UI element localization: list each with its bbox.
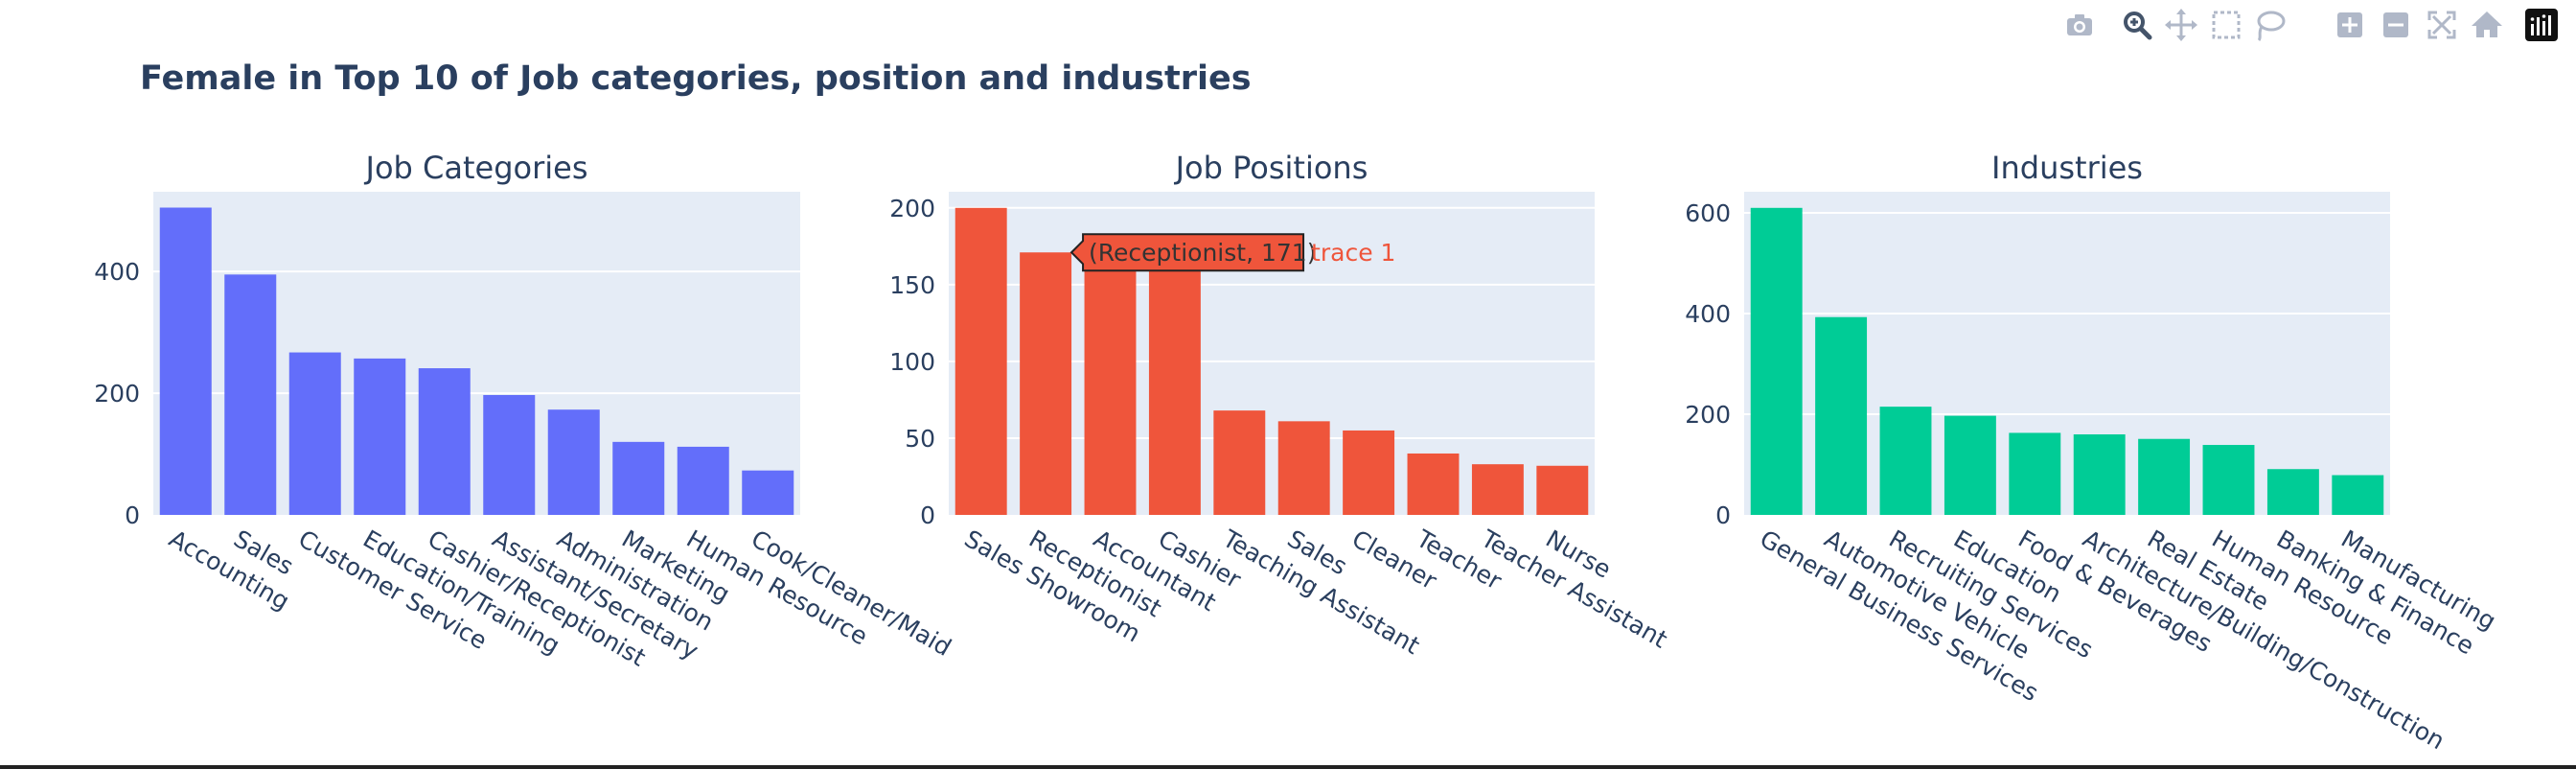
bar[interactable] (354, 358, 406, 515)
zoom-in-icon[interactable] (2331, 6, 2369, 44)
bar[interactable] (1084, 253, 1137, 515)
bar[interactable] (1815, 316, 1868, 515)
y-tick-label: 0 (125, 501, 140, 529)
lasso-select-icon[interactable] (2250, 6, 2288, 44)
autoscale-icon[interactable] (2423, 6, 2461, 44)
bar[interactable] (547, 409, 600, 515)
bar[interactable] (612, 441, 665, 515)
y-tick-label: 0 (1715, 501, 1731, 529)
box-select-icon[interactable] (2207, 6, 2245, 44)
y-tick-label: 400 (94, 258, 140, 286)
bar[interactable] (224, 274, 277, 515)
y-tick-label: 200 (889, 195, 935, 222)
bar[interactable] (2009, 432, 2061, 515)
bar[interactable] (2266, 469, 2319, 515)
chart-title: Female in Top 10 of Job categories, posi… (140, 59, 1252, 98)
y-tick-label: 0 (920, 501, 935, 529)
bar[interactable] (954, 207, 1007, 515)
bar[interactable] (1213, 410, 1266, 515)
zoom-icon[interactable] (2118, 6, 2156, 44)
bottom-divider (0, 765, 2576, 769)
bar[interactable] (677, 446, 729, 515)
bar[interactable] (418, 368, 471, 515)
hover-text: (Receptionist, 171) (1089, 239, 1316, 267)
bar[interactable] (1148, 257, 1201, 515)
bar[interactable] (159, 207, 212, 515)
modebar (2060, 6, 2559, 44)
camera-icon[interactable] (2060, 6, 2099, 44)
hover-tooltip: (Receptionist, 171)trace 1 (1070, 233, 1395, 272)
y-tick-label: 200 (94, 380, 140, 408)
subplot-title: Industries (1991, 150, 2143, 186)
bar[interactable] (483, 394, 536, 515)
bar[interactable] (1944, 415, 1996, 515)
bar[interactable] (1020, 252, 1072, 515)
subplot-title: Job Positions (1174, 150, 1368, 186)
hover-box (1070, 233, 1305, 272)
bar[interactable] (1277, 421, 1330, 515)
bar[interactable] (742, 470, 794, 515)
subplot-title: Job Categories (364, 150, 588, 186)
y-tick-label: 50 (905, 425, 935, 453)
bar[interactable] (1407, 453, 1460, 515)
bar[interactable] (1879, 407, 1932, 515)
bar[interactable] (2138, 438, 2191, 515)
pan-icon[interactable] (2162, 6, 2200, 44)
bar[interactable] (1750, 207, 1803, 516)
plotly-logo-icon[interactable] (2522, 6, 2561, 44)
reset-axes-icon[interactable] (2468, 6, 2506, 44)
bar[interactable] (1471, 464, 1524, 515)
bar[interactable] (2332, 475, 2384, 515)
y-tick-label: 600 (1685, 199, 1731, 227)
bar[interactable] (2073, 434, 2126, 515)
bar[interactable] (2202, 445, 2255, 515)
y-tick-label: 200 (1685, 401, 1731, 429)
zoom-out-icon[interactable] (2377, 6, 2415, 44)
y-tick-label: 100 (889, 348, 935, 376)
y-tick-label: 150 (889, 271, 935, 299)
bar[interactable] (1536, 465, 1589, 515)
y-tick-label: 400 (1685, 300, 1731, 328)
bar[interactable] (288, 352, 341, 515)
hover-series-name: trace 1 (1311, 239, 1395, 267)
bar[interactable] (1343, 430, 1395, 515)
